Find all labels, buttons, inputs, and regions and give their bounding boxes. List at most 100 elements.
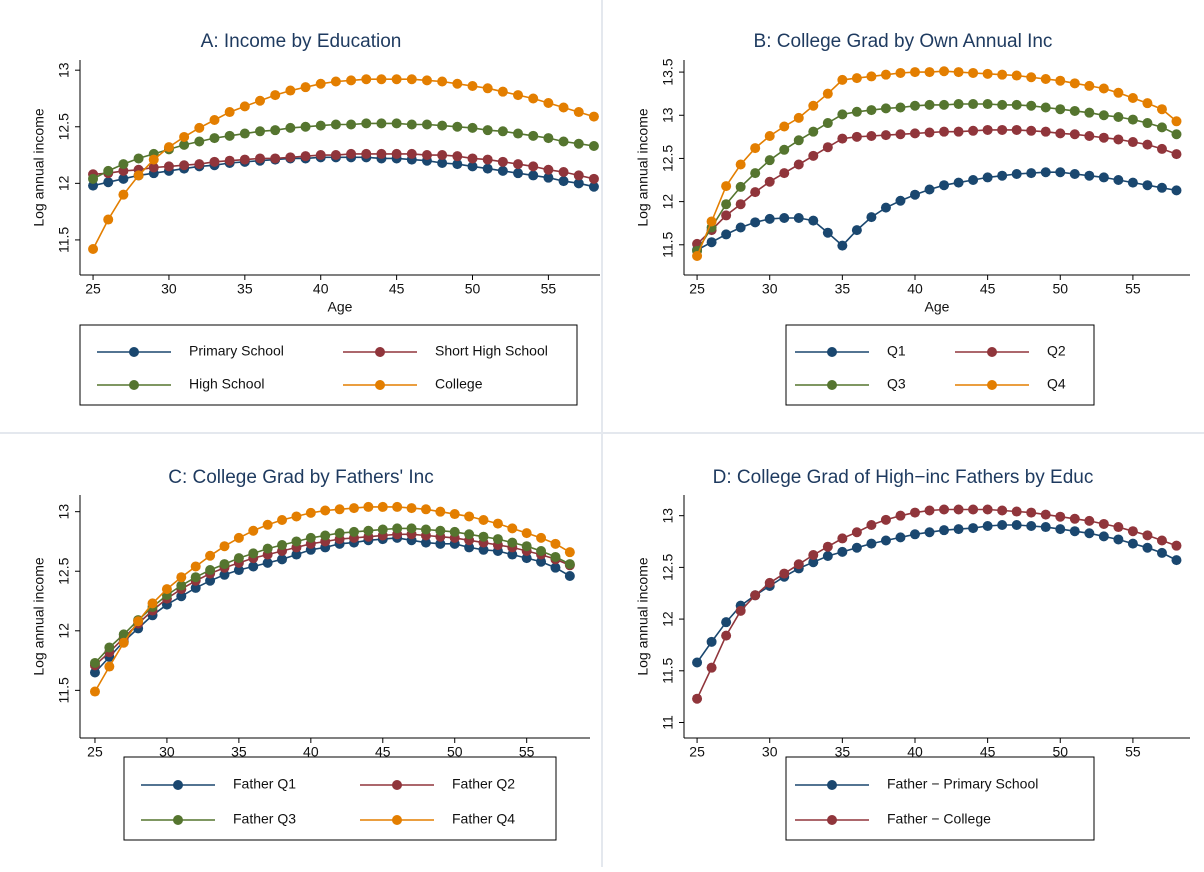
series-line — [696, 171, 1177, 251]
y-tick-label: 12 — [660, 611, 676, 627]
data-point — [1156, 104, 1167, 115]
data-point — [924, 505, 935, 516]
data-point — [492, 534, 503, 545]
data-point — [320, 530, 331, 541]
data-point — [735, 181, 746, 192]
data-point — [1084, 80, 1095, 91]
x-tick-label: 40 — [907, 281, 923, 297]
data-point — [248, 548, 259, 559]
data-point — [953, 177, 964, 188]
data-point — [376, 118, 387, 129]
data-point — [482, 154, 493, 165]
legend-marker — [827, 347, 837, 357]
data-point — [895, 102, 906, 113]
data-point — [1127, 177, 1138, 188]
data-point — [1127, 526, 1138, 537]
data-point — [1127, 114, 1138, 125]
data-point — [497, 126, 508, 137]
data-point — [793, 559, 804, 570]
data-point — [255, 95, 266, 106]
data-point — [1098, 132, 1109, 143]
x-tick-label: 45 — [980, 281, 996, 297]
panel-title: C: College Grad by Fathers' Inc — [168, 467, 434, 488]
data-point — [982, 172, 993, 183]
data-point — [1040, 522, 1051, 533]
data-point — [248, 561, 259, 572]
x-tick-label: 40 — [303, 744, 319, 760]
data-point — [277, 515, 288, 526]
data-point — [1069, 105, 1080, 116]
data-point — [1055, 75, 1066, 86]
data-point — [376, 74, 387, 85]
series-line — [94, 537, 571, 674]
data-point — [721, 181, 732, 192]
data-point — [1142, 98, 1153, 109]
data-point — [179, 139, 190, 150]
x-tick-label: 35 — [835, 744, 851, 760]
data-point — [148, 162, 159, 173]
data-point — [300, 82, 311, 93]
x-tick-label: 30 — [161, 281, 177, 297]
data-point — [1113, 175, 1124, 186]
data-point — [464, 529, 475, 540]
data-point — [1069, 168, 1080, 179]
data-point — [866, 538, 877, 549]
data-point — [452, 151, 463, 162]
data-point — [435, 525, 446, 536]
data-point — [880, 69, 891, 80]
data-point — [118, 159, 129, 170]
panel-title: D: College Grad of High−inc Fathers by E… — [713, 467, 1094, 488]
data-point — [467, 81, 478, 92]
data-point — [564, 571, 575, 581]
data-point — [837, 240, 848, 251]
data-point — [793, 135, 804, 146]
data-point — [1156, 143, 1167, 154]
panel-title: A: Income by Education — [201, 31, 402, 52]
data-point — [558, 167, 569, 178]
data-point — [467, 161, 478, 172]
series-line — [94, 527, 571, 664]
series-line — [92, 122, 595, 180]
y-tick-label: 12.5 — [660, 145, 676, 172]
series-line — [696, 70, 1178, 257]
data-point — [866, 130, 877, 141]
data-point — [464, 511, 475, 522]
data-point — [361, 148, 372, 159]
data-point — [179, 160, 190, 171]
data-point — [1098, 83, 1109, 94]
data-point — [968, 504, 979, 515]
data-point — [808, 557, 819, 568]
data-point — [851, 527, 862, 538]
data-point — [1026, 507, 1037, 518]
data-point — [205, 550, 216, 561]
data-point — [953, 99, 964, 110]
legend-marker — [987, 347, 997, 357]
data-point — [262, 543, 273, 554]
data-point — [421, 150, 432, 161]
data-point — [764, 213, 775, 224]
data-point — [104, 642, 115, 653]
data-point — [880, 514, 891, 525]
data-point — [1026, 72, 1037, 83]
data-point — [346, 75, 357, 86]
data-point — [543, 133, 554, 144]
data-point — [808, 150, 819, 161]
data-point — [497, 165, 508, 176]
legend-label: Q1 — [887, 343, 906, 359]
data-point — [822, 551, 833, 562]
data-point — [133, 153, 144, 164]
data-point — [750, 590, 761, 601]
data-point — [118, 629, 129, 640]
data-point — [224, 130, 235, 141]
data-point — [706, 636, 717, 647]
data-point — [334, 528, 345, 539]
y-tick-label: 11.5 — [660, 657, 676, 683]
data-point — [1156, 122, 1167, 133]
y-tick-label: 12.5 — [660, 554, 676, 581]
data-point — [1127, 538, 1138, 549]
data-point — [1026, 100, 1037, 111]
data-point — [330, 150, 341, 161]
data-point — [909, 100, 920, 111]
series-line — [696, 524, 1177, 663]
data-point — [1084, 528, 1095, 539]
